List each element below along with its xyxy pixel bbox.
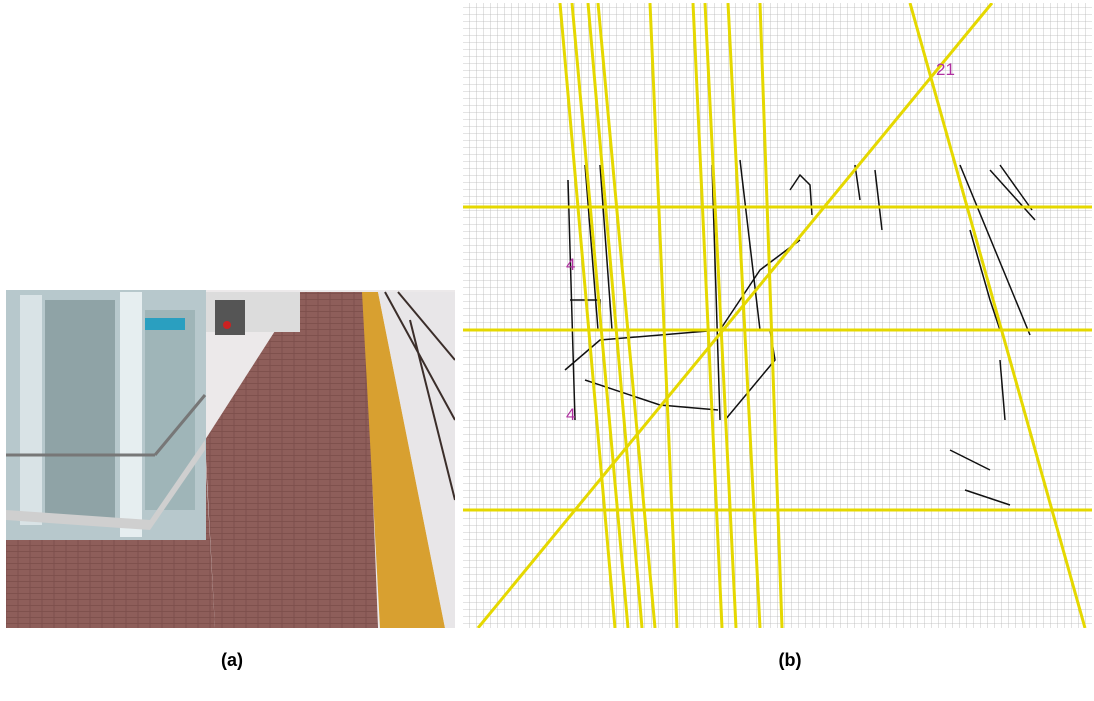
annotation: 21 — [936, 60, 955, 79]
photo — [6, 290, 455, 628]
edge-map: 21 4 4 — [463, 3, 1092, 628]
annotation: 4 — [566, 255, 575, 274]
annotation: 4 — [566, 405, 575, 424]
panel-label: (b) — [779, 650, 802, 670]
page: 21 4 4 (a) (b) (() => { const data = JSO… — [0, 0, 1094, 701]
panel-label: (a) — [221, 650, 243, 670]
figure: 21 4 4 (a) (b) — [0, 0, 1094, 701]
